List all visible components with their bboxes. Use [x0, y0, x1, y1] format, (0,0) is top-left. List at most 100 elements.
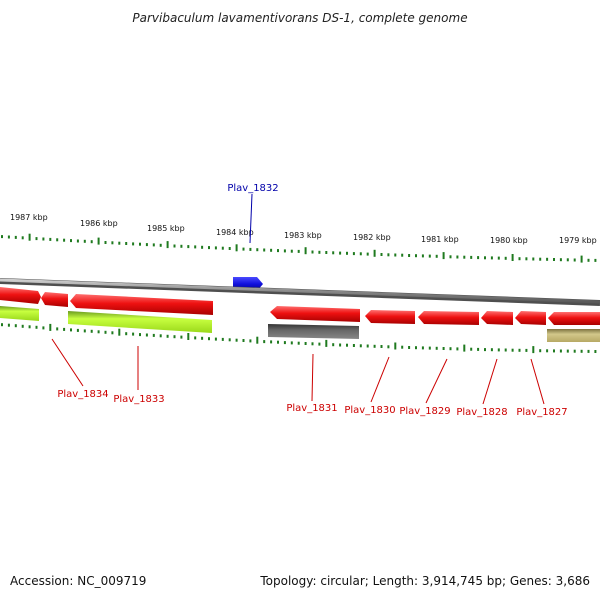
lower-ruler — [1, 323, 597, 354]
ruler-minor-tick — [277, 249, 279, 253]
ruler-minor-tick — [380, 345, 383, 348]
gene-plav-1828[interactable] — [481, 311, 513, 325]
ruler-minor-tick — [553, 349, 555, 353]
ruler-minor-tick — [256, 248, 259, 252]
ruler-minor-tick — [194, 245, 197, 249]
ruler-minor-tick — [332, 343, 335, 347]
ruler-minor-tick — [152, 243, 155, 247]
ruler-minor-tick — [580, 349, 583, 353]
ruler-minor-tick — [208, 337, 210, 341]
gene-plav-1827[interactable] — [515, 311, 546, 325]
ruler-minor-tick — [132, 242, 135, 246]
gene-plav-1834[interactable] — [0, 306, 39, 321]
ruler-major-tick — [304, 247, 307, 255]
ruler-minor-tick — [132, 332, 135, 336]
gene-plav-1829[interactable] — [418, 311, 479, 325]
ruler-minor-tick — [546, 257, 549, 261]
ruler-minor-tick — [173, 335, 176, 339]
ruler-minor-tick — [408, 254, 411, 257]
ruler-minor-tick — [497, 348, 500, 352]
ruler-minor-tick — [477, 256, 480, 260]
ruler-minor-tick — [180, 244, 183, 248]
ruler-minor-tick — [28, 325, 31, 329]
ruler-minor-tick — [490, 256, 493, 260]
connector-plav-1830 — [370, 356, 390, 403]
ruler-minor-tick — [145, 243, 148, 247]
ruler-minor-tick — [594, 258, 597, 262]
ruler-minor-tick — [159, 243, 162, 247]
ruler-minor-tick — [346, 343, 348, 347]
ruler-minor-tick — [435, 346, 438, 350]
topology-text: Topology: circular; Length: 3,914,745 bp… — [259, 574, 590, 588]
ruler-minor-tick — [56, 238, 59, 242]
ruler-minor-tick — [415, 346, 417, 350]
ruler-minor-tick — [208, 246, 210, 250]
ruler-minor-tick — [366, 344, 369, 348]
ruler-minor-tick — [332, 251, 335, 255]
connector-plav-1828 — [482, 358, 498, 405]
ruler-minor-tick — [477, 347, 480, 351]
gene-red-long[interactable] — [70, 294, 213, 315]
label-plav-1829: Plav_1829 — [399, 406, 450, 417]
ruler-minor-tick — [283, 249, 286, 253]
ruler-major-tick — [325, 339, 328, 347]
ruler-minor-tick — [490, 348, 493, 352]
ruler-minor-tick — [573, 349, 576, 353]
ruler-minor-tick — [484, 256, 486, 260]
label-plav-1833: Plav_1833 — [113, 394, 164, 405]
ruler-minor-tick — [290, 341, 293, 345]
ruler-minor-tick — [235, 338, 238, 342]
ruler-minor-tick — [504, 256, 507, 260]
ruler-minor-tick — [318, 250, 321, 254]
ruler-minor-tick — [352, 252, 355, 256]
ruler-major-tick — [49, 323, 52, 331]
ruler-minor-tick — [470, 347, 473, 351]
gene-plav-1830[interactable] — [365, 310, 415, 324]
ruler-minor-tick — [104, 330, 107, 334]
ruler-minor-tick — [456, 347, 459, 351]
ruler-minor-tick — [139, 333, 141, 337]
ruler-minor-tick — [194, 336, 197, 340]
ruler-minor-tick — [270, 340, 273, 344]
ruler-minor-tick — [594, 350, 597, 353]
ruler-label: 1979 kbp — [559, 236, 597, 245]
ruler-minor-tick — [566, 258, 569, 262]
connector-plav-1831 — [311, 353, 314, 402]
ruler-minor-tick — [380, 253, 383, 256]
ruler-minor-tick — [14, 324, 17, 328]
ruler-minor-tick — [42, 326, 45, 330]
ruler-minor-tick — [270, 248, 273, 252]
gene-plav-1830-region-a[interactable] — [270, 306, 360, 322]
ruler-minor-tick — [553, 258, 555, 261]
ruler-minor-tick — [408, 346, 411, 349]
ruler-minor-tick — [228, 247, 231, 250]
ruler-minor-tick — [283, 341, 286, 345]
ruler-labels: 1987 kbp 1986 kbp 1985 kbp 1984 kbp 1983… — [10, 213, 597, 245]
ruler-minor-tick — [352, 344, 355, 347]
gene-plav-1833[interactable] — [68, 311, 212, 333]
ruler-label: 1985 kbp — [147, 224, 185, 233]
ruler-minor-tick — [484, 348, 486, 352]
ruler-minor-tick — [1, 323, 3, 327]
connector-plav-1827 — [530, 358, 545, 405]
gene-red-left-2[interactable] — [41, 292, 68, 307]
gene-red-left-1[interactable] — [0, 287, 41, 304]
accession-text: Accession: NC_009719 — [10, 574, 146, 588]
ruler-minor-tick — [311, 250, 314, 254]
ruler-label: 1983 kbp — [284, 231, 322, 240]
ruler-minor-tick — [366, 252, 369, 256]
ruler-minor-tick — [518, 348, 521, 352]
ruler-minor-tick — [159, 334, 162, 338]
ruler-minor-tick — [70, 239, 72, 243]
ruler-minor-tick — [470, 255, 473, 259]
ruler-minor-tick — [83, 239, 86, 243]
ruler-major-tick — [28, 233, 31, 241]
ruler-minor-tick — [559, 349, 562, 353]
ruler-minor-tick — [83, 329, 86, 333]
ruler-minor-tick — [532, 257, 535, 261]
gene-red-right[interactable] — [548, 312, 600, 325]
gene-plav-1831[interactable] — [268, 324, 359, 339]
ruler-major-tick — [373, 249, 376, 257]
gene-khaki-right[interactable] — [547, 329, 600, 342]
